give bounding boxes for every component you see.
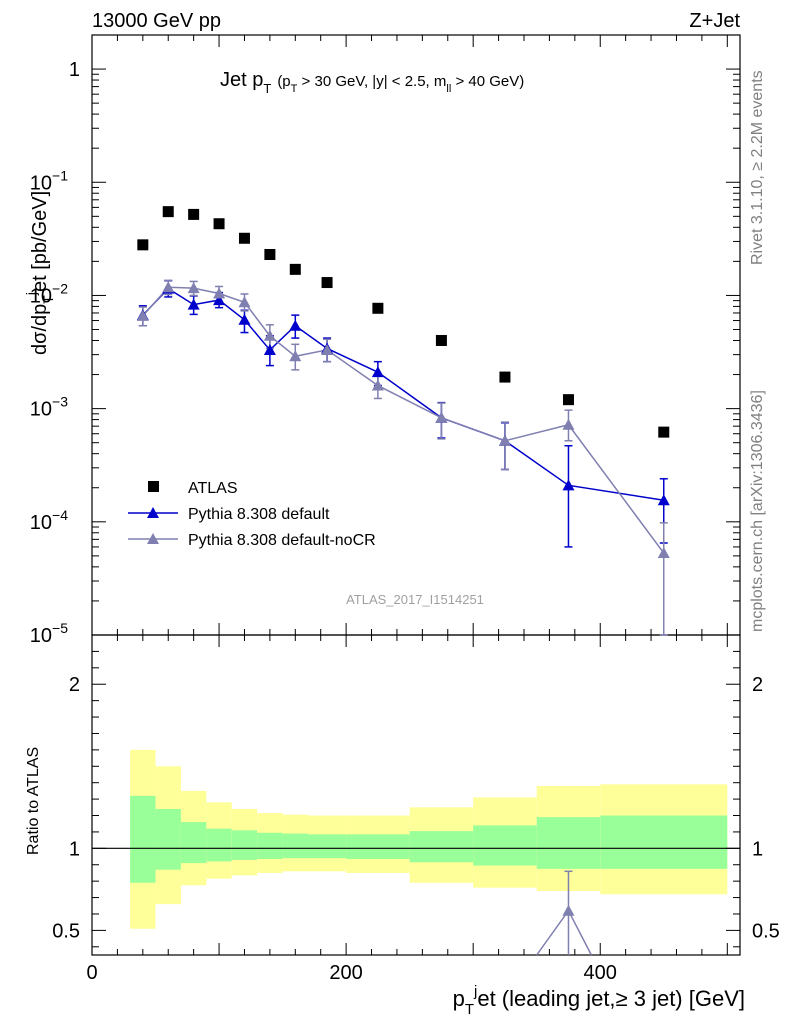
marker-nocr (321, 343, 334, 355)
ratio-tick-label-left: 0.5 (52, 920, 80, 942)
ratio-band-inner (130, 795, 156, 883)
legend: ATLAS Pythia 8.308 default Pythia 8.308 … (128, 480, 376, 549)
marker-nocr (289, 350, 302, 362)
ratio-uncertainty-bands (92, 749, 740, 929)
y-axis-label-top: dσ/dpTjet [pb/GeV] (23, 191, 56, 355)
rivet-label: Rivet 3.1.10, ≥ 2.2M events (749, 70, 766, 265)
marker-nocr (498, 434, 511, 446)
marker-default (289, 319, 302, 331)
y-tick-label: 10−1 (30, 167, 68, 194)
y-tick-label: 10−5 (30, 620, 68, 647)
marker-nocr (371, 379, 384, 391)
marker-atlas (213, 218, 225, 230)
header-energy: 13000 GeV pp (92, 10, 221, 32)
marker-atlas (289, 263, 301, 275)
y-tick-exponent: −1 (52, 167, 68, 183)
marker-atlas (188, 208, 200, 220)
series-line-default (142, 287, 664, 502)
marker-default (562, 479, 575, 491)
marker-default (657, 494, 670, 506)
y-tick-label: 10−3 (30, 394, 68, 421)
marker-atlas (162, 206, 174, 218)
ratio-marker-nocr (562, 904, 575, 916)
legend-nocr-label: Pythia 8.308 default-noCR (188, 532, 376, 549)
legend-nocr-marker (147, 533, 159, 544)
legend-default-label: Pythia 8.308 default (188, 506, 330, 523)
marker-atlas (264, 249, 276, 261)
marker-atlas (499, 371, 511, 383)
marker-nocr (213, 287, 226, 299)
x-tick-label: 0 (86, 962, 97, 984)
marker-default (187, 298, 200, 310)
ratio-band-inner (282, 833, 308, 859)
ratio-tick-label-left: 2 (69, 674, 80, 696)
y-tick-exponent: −4 (52, 507, 68, 523)
ratio-band-inner (409, 831, 474, 863)
y-tick-exponent: −2 (52, 280, 68, 296)
marker-nocr (187, 282, 200, 294)
marker-atlas (435, 334, 447, 346)
ratio-tick-label-right: 0.5 (752, 920, 780, 942)
analysis-watermark: ATLAS_2017_I1514251 (346, 592, 484, 607)
ratio-nocr-line (567, 910, 593, 956)
y-axis-label-ratio: Ratio to ATLAS (25, 747, 42, 855)
ratio-band-inner (536, 817, 601, 869)
ratio-band-inner (473, 825, 537, 866)
legend-atlas-marker (148, 481, 159, 492)
ratio-nocr-line (536, 910, 570, 956)
legend-atlas-label: ATLAS (188, 480, 238, 497)
marker-atlas (372, 302, 384, 314)
y-tick-label: 10−4 (30, 507, 68, 534)
y-tick-label: 1 (69, 59, 80, 81)
marker-atlas (562, 394, 574, 406)
y-tick-label: 10−2 (30, 280, 68, 307)
ratio-band-inner (600, 815, 728, 869)
ratio-band-inner (180, 822, 207, 864)
ratio-band-inner (231, 830, 258, 860)
marker-default (213, 294, 226, 306)
marker-default (238, 313, 251, 325)
marker-default (263, 343, 276, 355)
ratio-band-inner (308, 834, 347, 859)
ratio-tick-label-left: 1 (69, 838, 80, 860)
ratio-band-inner (155, 808, 181, 870)
x-tick-label: 200 (329, 962, 362, 984)
x-axis-label: pTjet (leading jet,≥ 3 jet) [GeV] (453, 983, 745, 1018)
ratio-panel-frame (91, 634, 741, 956)
legend-default-marker (147, 507, 159, 518)
y-tick-exponent: −5 (52, 620, 68, 636)
plot-title: Jet pT (pT > 30 GeV, |y| < 2.5, mll > 40 … (220, 69, 524, 96)
marker-nocr (136, 309, 149, 321)
marker-nocr (238, 296, 251, 308)
header-process: Z+Jet (689, 10, 740, 32)
ratio-band-inner (257, 832, 283, 859)
marker-nocr (162, 281, 175, 293)
marker-nocr (263, 329, 276, 341)
axis-ticks: 0 200 400 1 10−1 10−2 10−3 10−4 10−5 0.5 0.5 1 1 2 2 (30, 34, 780, 984)
marker-nocr (562, 418, 575, 430)
ratio-tick-label-right: 2 (752, 674, 763, 696)
data-markers (136, 206, 670, 916)
marker-nocr (435, 411, 448, 423)
y-tick-exponent: −3 (52, 394, 68, 410)
marker-nocr (657, 547, 670, 559)
ratio-band-inner (206, 828, 232, 862)
ratio-band-inner (346, 834, 410, 859)
axes-frames (91, 34, 741, 956)
marker-default (371, 366, 384, 378)
marker-atlas (238, 232, 250, 244)
mcplots-label: mcplots.cern.ch [arXiv:1306.3436] (749, 390, 766, 632)
x-tick-label: 400 (584, 962, 617, 984)
ratio-tick-label-right: 1 (752, 838, 763, 860)
marker-atlas (658, 426, 670, 438)
marker-atlas (137, 239, 149, 251)
marker-atlas (321, 277, 333, 289)
